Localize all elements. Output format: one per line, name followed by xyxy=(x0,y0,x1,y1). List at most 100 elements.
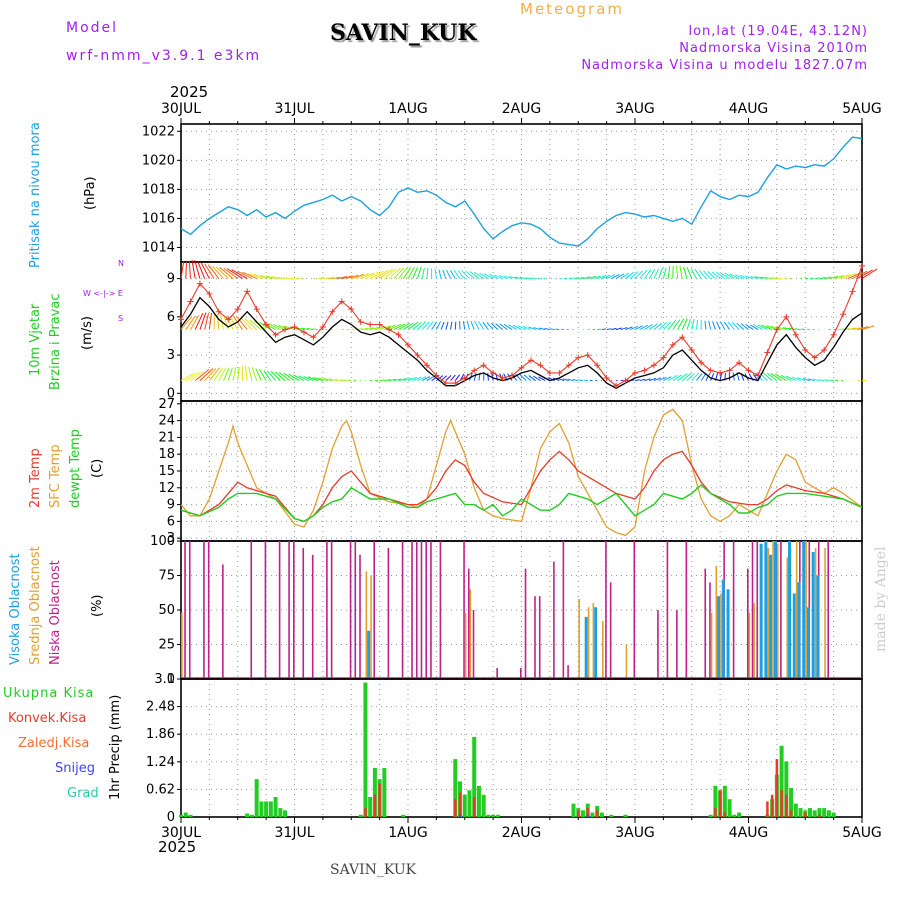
total-precip-bar xyxy=(278,808,283,817)
wind-barb xyxy=(204,368,217,381)
total-precip-bar xyxy=(599,812,604,817)
wind-barb xyxy=(649,377,656,382)
wind-barb xyxy=(421,321,430,330)
wind-barb xyxy=(852,270,868,280)
total-precip-bar xyxy=(368,796,373,817)
conv-precip-bar xyxy=(472,796,476,817)
low-cloud-bar xyxy=(420,541,423,679)
wind-barb xyxy=(336,276,347,280)
wind-barb xyxy=(185,371,200,382)
wind-gust-marker xyxy=(745,367,752,374)
wind-gust-marker xyxy=(707,367,714,374)
x-tick-label: 30JUL xyxy=(161,825,201,841)
wind-barb xyxy=(248,273,262,280)
wind-barb xyxy=(431,321,438,330)
wind-gust-marker xyxy=(764,349,771,356)
low-cloud-bar xyxy=(184,541,186,679)
y-tick-label: 100 xyxy=(150,534,175,549)
wind-barb xyxy=(465,270,475,279)
total-precip-bar xyxy=(623,814,628,817)
wind-barb xyxy=(274,371,286,381)
wind-barb xyxy=(740,323,749,330)
wind-barb xyxy=(407,321,419,330)
wind-barb xyxy=(180,316,193,330)
wind-barb xyxy=(704,320,707,330)
wind-barb xyxy=(539,327,546,331)
wind-barb xyxy=(412,267,419,279)
wind-barb xyxy=(194,312,204,330)
wind-barb xyxy=(630,325,639,331)
total-precip-bar xyxy=(188,814,193,817)
wind-barb xyxy=(601,274,611,280)
x-tick-label: 2AUG xyxy=(502,825,542,841)
total-precip-bar xyxy=(363,682,368,817)
wind-barb xyxy=(615,273,625,280)
precip-label-frozen: Zaledj.Kisa xyxy=(18,736,90,751)
wind-barb xyxy=(237,366,240,381)
dewpt-line xyxy=(180,484,863,523)
wind-barb xyxy=(596,274,606,280)
wind-gust-marker xyxy=(234,306,241,313)
y-tick-label: 1016 xyxy=(142,211,175,226)
wind-barb xyxy=(323,378,333,382)
wind-barb xyxy=(365,271,379,280)
wind-barb xyxy=(663,376,672,382)
total-precip-bar xyxy=(491,814,496,817)
wind-barb xyxy=(332,276,341,280)
wind-gust-marker xyxy=(717,369,724,376)
wind-barb xyxy=(271,276,281,280)
wind-barb xyxy=(796,377,806,382)
low-cloud-bar xyxy=(538,596,541,679)
wind-gust-marker xyxy=(442,380,449,387)
wind-gust-marker xyxy=(556,369,563,376)
low-cloud-bar xyxy=(467,568,470,679)
low-cloud-bar xyxy=(562,541,565,679)
wind-barb xyxy=(766,372,778,381)
mid-cloud-bar xyxy=(795,541,798,679)
wind-barb xyxy=(696,373,703,381)
wind-barb xyxy=(520,276,527,280)
wind-barb xyxy=(369,270,384,280)
wind-barb xyxy=(522,325,532,331)
wind-barb xyxy=(303,376,314,382)
wind-barb xyxy=(745,275,754,280)
low-cloud-bar xyxy=(354,541,357,679)
wind-barb xyxy=(421,376,431,382)
wind-barb xyxy=(402,322,414,331)
wind-barb xyxy=(705,373,711,381)
wind-gust-marker xyxy=(802,346,809,353)
wind-barb xyxy=(857,326,869,331)
high-cloud-bar xyxy=(769,554,773,679)
wind-barb xyxy=(194,369,210,381)
year-bottom: 2025 xyxy=(158,838,197,856)
sfc-temp-line xyxy=(180,408,863,537)
wind-barb xyxy=(213,367,223,381)
x-tick-label: 4AUG xyxy=(729,825,769,841)
wind-barb xyxy=(469,271,480,279)
low-cloud-bar xyxy=(496,667,498,679)
altitude-text: Nadmorska Visina 2010m xyxy=(679,41,868,56)
x-tick-label: 31JUL xyxy=(275,825,315,841)
wind-barb xyxy=(479,272,489,280)
wind-barb xyxy=(782,327,792,331)
wind-barb xyxy=(639,269,648,279)
wind-barb xyxy=(398,322,410,331)
wind-barb xyxy=(454,374,460,381)
wind-barb xyxy=(708,320,712,330)
conv-precip-bar xyxy=(818,814,821,817)
y-tick-label: 9 xyxy=(167,272,175,287)
low-cloud-bar xyxy=(524,568,527,679)
wind-gust-marker xyxy=(244,288,251,295)
wind-barb xyxy=(828,275,839,280)
high-cloud-bar xyxy=(797,582,801,679)
wind-barb xyxy=(667,319,677,330)
wind-barb xyxy=(462,321,466,330)
wind-gust-marker xyxy=(688,346,695,353)
wind-barb xyxy=(486,322,494,330)
low-cloud-bar xyxy=(553,561,555,679)
wind-barb xyxy=(360,327,369,331)
wind-barb xyxy=(663,321,672,330)
low-cloud-bar xyxy=(704,568,707,679)
wind-barb xyxy=(403,377,412,382)
wind-barb xyxy=(421,267,425,279)
